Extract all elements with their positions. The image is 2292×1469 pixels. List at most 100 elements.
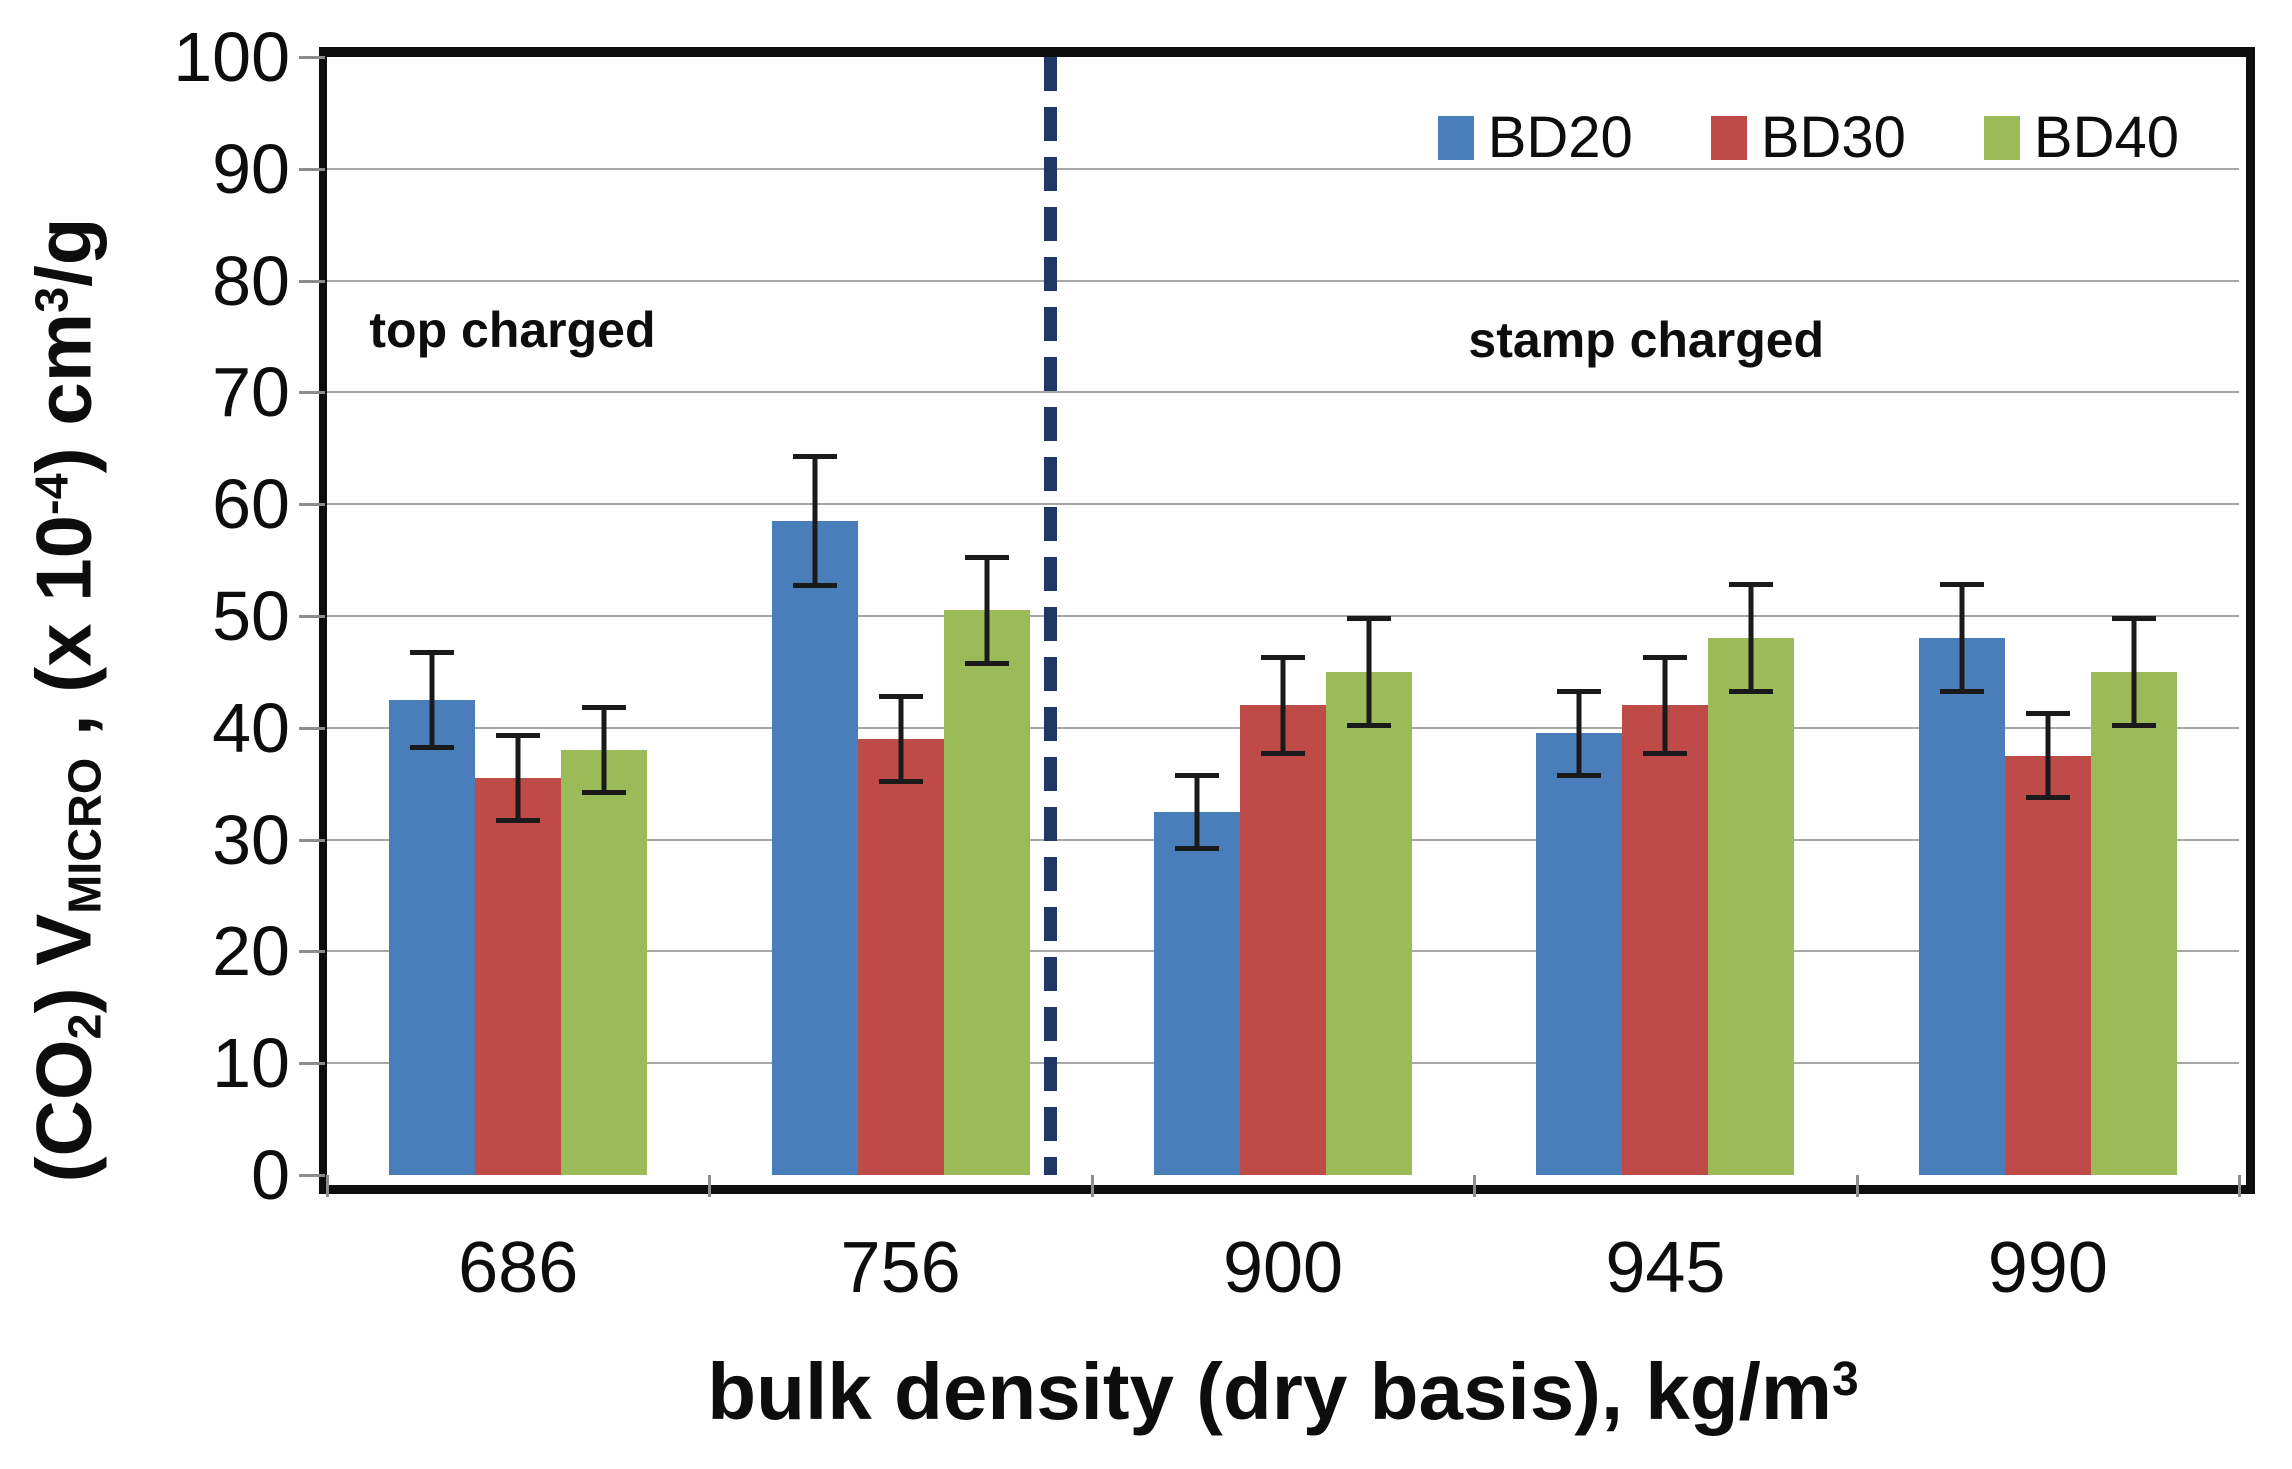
sup-text: 3 <box>25 286 78 313</box>
error-bar-stem <box>2045 711 2051 801</box>
x-tick-mark-4 <box>1855 1175 1859 1197</box>
error-bar-bd20-945 <box>1557 688 1602 779</box>
y-tick-label-70: 70 <box>212 353 290 432</box>
error-bar-bd20-990 <box>1939 582 1984 695</box>
error-bar-cap-bottom <box>964 661 1009 667</box>
y-tick-mark-30 <box>299 838 325 842</box>
annotation-top-charged: top charged <box>369 301 656 358</box>
error-bar-bd20-756 <box>792 453 837 589</box>
legend: BD20 BD30 BD40 <box>1437 105 2179 170</box>
legend-item-bd20: BD20 <box>1437 105 1633 170</box>
error-bar-bd30-756 <box>878 694 923 784</box>
gridline-80 <box>327 279 2239 282</box>
error-bar-cap-bottom <box>1557 773 1602 779</box>
error-bar-cap-bottom <box>878 778 923 784</box>
bar-bd30-756 <box>857 738 944 1175</box>
error-bar-stem <box>515 733 521 823</box>
error-bar-cap-bottom <box>792 583 837 589</box>
bar-bd20-990 <box>1918 638 2005 1175</box>
error-bar-stem <box>812 453 818 589</box>
bar-bd20-900 <box>1153 811 1240 1175</box>
error-bar-cap-top <box>1939 582 1984 588</box>
x-tick-mark-3 <box>1473 1175 1477 1197</box>
gridline-60 <box>327 503 2239 506</box>
legend-swatch-bd20 <box>1437 116 1474 160</box>
annotation-stamp-charged: stamp charged <box>1468 311 1825 368</box>
error-bar-stem <box>1662 655 1668 756</box>
bar-bd40-990 <box>2090 671 2177 1175</box>
error-bar-cap-top <box>792 453 837 459</box>
bar-bd40-945 <box>1708 638 1795 1175</box>
error-bar-stem <box>601 705 607 795</box>
error-bar-cap-bottom <box>2111 722 2156 728</box>
error-bar-stem <box>984 554 990 667</box>
error-bar-cap-top <box>2025 711 2070 717</box>
y-tick-mark-50 <box>299 615 325 618</box>
error-bar-bd30-990 <box>2025 711 2070 801</box>
y-tick-label-60: 60 <box>212 465 290 544</box>
x-tick-label-686: 686 <box>458 1228 579 1308</box>
error-bar-bd40-990 <box>2111 616 2156 728</box>
error-bar-cap-bottom <box>410 745 455 751</box>
legend-label-bd40: BD40 <box>2033 105 2179 170</box>
bar-bd30-686 <box>475 778 562 1175</box>
bar-bd40-756 <box>943 610 1030 1175</box>
y-tick-label-20: 20 <box>212 912 290 991</box>
plot-area: top charged stamp charged BD20 BD30 BD40 <box>327 57 2239 1175</box>
sup-text: -4 <box>25 473 78 515</box>
bar-bd30-945 <box>1622 705 1709 1175</box>
bar-bd30-900 <box>1239 705 1326 1175</box>
error-bar-bd20-686 <box>410 649 455 751</box>
error-bar-bd30-945 <box>1643 655 1688 756</box>
y-tick-mark-70 <box>299 391 325 395</box>
error-bar-cap-top <box>1174 772 1219 778</box>
error-bar-stem <box>1748 582 1754 695</box>
y-tick-label-90: 90 <box>212 129 290 208</box>
error-bar-bd40-945 <box>1729 582 1774 695</box>
error-bar-cap-bottom <box>496 817 541 823</box>
y-tick-label-10: 10 <box>212 1024 290 1103</box>
x-tick-label-756: 756 <box>840 1228 961 1308</box>
error-bar-cap-top <box>1557 688 1602 694</box>
error-bar-bd30-686 <box>496 733 541 823</box>
error-bar-cap-top <box>1643 655 1688 661</box>
x-tick-mark-1 <box>708 1175 712 1197</box>
error-bar-cap-bottom <box>582 789 627 795</box>
error-bar-stem <box>1959 582 1965 695</box>
x-tick-labels: 686 756 900 945 990 <box>327 1228 2239 1308</box>
section-divider-dashed-line <box>1043 57 1057 1175</box>
error-bar-bd40-686 <box>582 705 627 795</box>
title-text: bulk density (dry basis), kg/m <box>707 1347 1833 1436</box>
error-bar-cap-top <box>878 694 923 700</box>
sup-text: 3 <box>1832 1353 1859 1406</box>
y-tick-mark-10 <box>299 1062 325 1066</box>
bar-group-945 <box>1474 57 1856 1175</box>
error-bar-cap-bottom <box>2025 795 2070 801</box>
error-bar-stem <box>2131 616 2137 728</box>
error-bar-stem <box>429 649 435 751</box>
bar-bd40-900 <box>1325 671 1412 1175</box>
y-tick-mark-80 <box>299 279 325 283</box>
bar-group-756 <box>709 57 1091 1175</box>
bar-bd40-686 <box>561 750 648 1175</box>
legend-label-bd20: BD20 <box>1487 105 1633 170</box>
error-bar-cap-bottom <box>1643 750 1688 756</box>
y-tick-mark-90 <box>299 167 325 171</box>
bar-bd20-686 <box>389 699 476 1175</box>
error-bar-stem <box>1576 688 1582 779</box>
error-bar-cap-bottom <box>1260 750 1305 756</box>
y-tick-label-40: 40 <box>212 688 290 767</box>
bar-bd20-756 <box>771 520 858 1175</box>
bar-group-900 <box>1092 57 1474 1175</box>
error-bar-bd20-900 <box>1174 772 1219 851</box>
x-tick-mark-2 <box>1090 1175 1094 1197</box>
x-tick-mark-5 <box>2238 1175 2241 1197</box>
x-axis-title: bulk density (dry basis), kg/m3 <box>327 1342 2239 1454</box>
gridline-90 <box>327 167 2239 170</box>
legend-swatch-bd30 <box>1710 116 1747 160</box>
y-tick-mark-20 <box>299 950 325 954</box>
error-bar-cap-bottom <box>1346 722 1391 728</box>
y-tick-label-0: 0 <box>251 1136 290 1214</box>
error-bar-cap-top <box>496 733 541 739</box>
error-bar-cap-top <box>1729 582 1774 588</box>
